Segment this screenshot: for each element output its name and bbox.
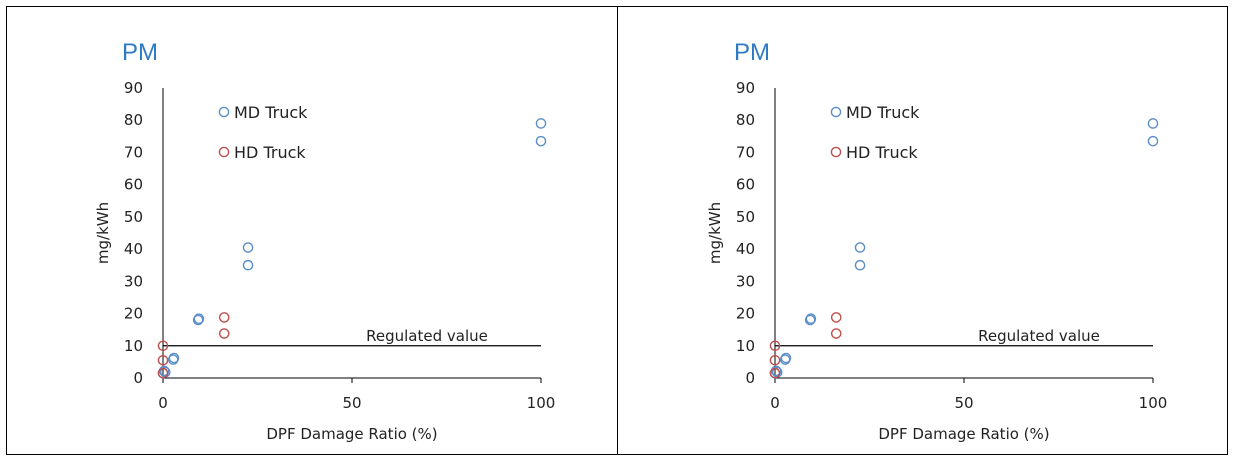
md-truck-point: [242, 259, 254, 271]
chart-left: PM 0 10 20 30 40 50 60 70 80 90 0 50 100 DPF Damage Ra…: [94, 39, 556, 443]
legend-marker: [830, 146, 842, 158]
y-tick-label: 30: [124, 272, 143, 290]
md-truck-point: [854, 259, 866, 271]
hd-truck-point: [157, 354, 169, 366]
y-tick-label: 0: [745, 369, 755, 387]
y-tick-label: 40: [736, 240, 755, 258]
y-tick-label: 10: [736, 337, 755, 355]
y-tick-label: 60: [124, 176, 143, 194]
md-truck-point: [535, 118, 547, 129]
x-tick-label: 0: [770, 394, 780, 412]
x-axis-label: DPF Damage Ratio (%): [266, 425, 437, 443]
y-tick-label: 30: [736, 272, 755, 290]
y-tick-label: 60: [736, 176, 755, 194]
y-axis-label: mg/kWh: [94, 202, 112, 264]
y-tick-label: 20: [124, 305, 143, 323]
hd-truck-point: [769, 340, 781, 352]
chart-title: PM: [734, 39, 770, 66]
y-axis-label: mg/kWh: [706, 202, 724, 264]
y-tick-label: 20: [736, 305, 755, 323]
panel-divider: [617, 6, 618, 455]
md-truck-point: [780, 352, 792, 364]
x-tick-label: 0: [158, 394, 168, 412]
x-tick-label: 50: [342, 394, 361, 412]
y-tick-label: 0: [133, 369, 143, 387]
md-truck-point: [1147, 135, 1159, 147]
md-truck-point: [535, 135, 547, 147]
hd-truck-point: [769, 367, 781, 379]
x-tick-label: 50: [954, 394, 973, 412]
md-truck-point: [1147, 118, 1159, 129]
chart-right: PM 0 10 20 30 40 50 60 70 80 90 0 50 100 DPF Damage Ra…: [706, 39, 1168, 443]
md-truck-point: [805, 313, 817, 325]
x-axis-label: DPF Damage Ratio (%): [878, 425, 1049, 443]
md-truck-point: [168, 352, 180, 364]
y-tick-label: 10: [124, 337, 143, 355]
legend-marker: [218, 146, 230, 158]
y-tick-label: 90: [736, 79, 755, 97]
hd-truck-point: [830, 312, 842, 323]
hd-truck-point: [218, 312, 230, 323]
legend-marker: [218, 106, 230, 118]
legend-label: MD Truck: [846, 103, 920, 122]
legend-label: MD Truck: [234, 103, 308, 122]
y-tick-label: 90: [124, 79, 143, 97]
y-tick-label: 50: [124, 208, 143, 226]
chart-title: PM: [122, 39, 158, 66]
md-truck-point: [854, 242, 866, 253]
regulated-value-label: Regulated value: [366, 327, 488, 345]
legend-label: HD Truck: [234, 143, 306, 162]
hd-truck-point: [830, 328, 842, 339]
hd-truck-point: [769, 354, 781, 366]
regulated-value-label: Regulated value: [978, 327, 1100, 345]
y-tick-label: 40: [124, 240, 143, 258]
y-tick-label: 70: [124, 143, 143, 161]
y-tick-label: 80: [124, 111, 143, 129]
hd-truck-point: [218, 328, 230, 339]
legend-marker: [830, 106, 842, 118]
md-truck-point: [242, 242, 254, 253]
md-truck-point: [193, 313, 205, 325]
x-tick-label: 100: [1139, 394, 1168, 412]
legend-label: HD Truck: [846, 143, 918, 162]
hd-truck-point: [157, 367, 169, 379]
hd-truck-point: [157, 340, 169, 352]
y-tick-label: 70: [736, 143, 755, 161]
y-tick-label: 80: [736, 111, 755, 129]
y-tick-label: 50: [736, 208, 755, 226]
x-tick-label: 100: [527, 394, 556, 412]
